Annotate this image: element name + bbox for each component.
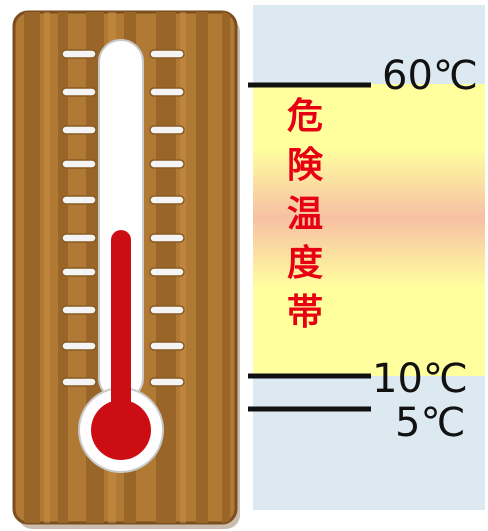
temp-label-5: 5℃: [395, 400, 466, 446]
danger-zone-char: 温: [286, 194, 323, 235]
danger-zone-char: 度: [286, 243, 323, 284]
danger-zone-label: 危 険 温 度 帯: [270, 92, 340, 337]
thermometer-icon: [12, 10, 240, 529]
temp-label-10: 10℃: [372, 356, 468, 402]
danger-zone-char: 危: [286, 96, 323, 137]
temp-label-60: 60℃: [382, 53, 478, 99]
danger-zone-band: [253, 84, 485, 376]
danger-zone-char: 険: [286, 145, 323, 186]
danger-zone-char: 帯: [286, 292, 323, 333]
